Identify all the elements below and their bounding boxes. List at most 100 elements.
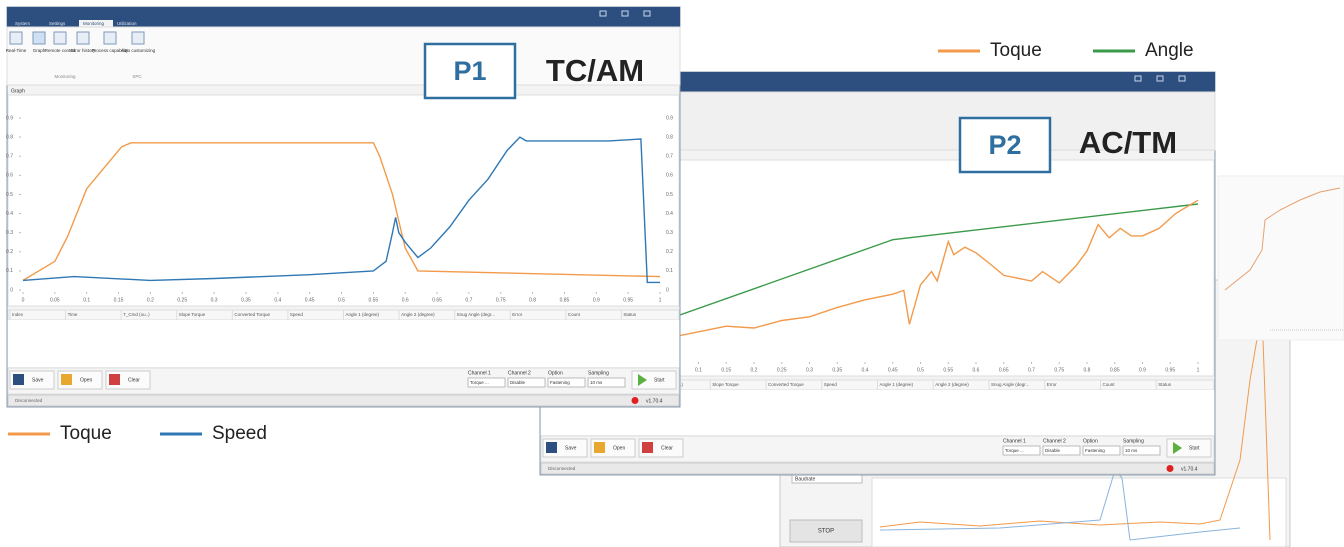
legend-label: Speed (212, 423, 267, 444)
x-tick-label: 0.85 (1110, 367, 1120, 373)
start-button[interactable] (631, 370, 677, 390)
combo-box[interactable] (1002, 445, 1041, 456)
start-label: Start (654, 377, 665, 383)
ribbon-label: Error history (71, 48, 96, 53)
ribbon-label: Auto customizing (121, 48, 156, 53)
side-line (1224, 187, 1341, 291)
start-label: Start (1189, 445, 1200, 451)
side-chart (1217, 175, 1344, 341)
x-tick-label: 0.65 (999, 367, 1009, 373)
y2-tick-label: 0.9 (666, 115, 673, 121)
y2-tick-label: 0.8 (666, 134, 673, 140)
line-series (642, 199, 1199, 339)
button-icon (594, 442, 605, 453)
ribbon-icon[interactable] (53, 31, 67, 45)
button-label: Save (565, 445, 577, 451)
title-bar (540, 72, 1215, 92)
label-code: P1 (453, 56, 486, 86)
column-header: Snug Angle (degr... (457, 312, 495, 317)
x-tick-label: 0.9 (593, 297, 600, 303)
plot-area (871, 477, 1287, 547)
window-max[interactable] (621, 10, 629, 17)
combo-value: Fastening (1085, 448, 1105, 453)
combo-box[interactable] (1122, 445, 1161, 456)
combo-value: Fastening (550, 380, 570, 385)
x-tick-label: 0.8 (1084, 367, 1091, 373)
combo-box[interactable] (547, 377, 586, 388)
combo-box[interactable] (1042, 445, 1081, 456)
window-max[interactable] (1156, 75, 1164, 82)
x-tick-label: 0.4 (862, 367, 869, 373)
tab-active (79, 20, 113, 27)
column-header: Angle 1 (degree) (346, 312, 380, 317)
button-label: Open (613, 445, 625, 451)
field-label: Channel 2 (508, 370, 531, 376)
combo-box[interactable] (1082, 445, 1121, 456)
column-header: Angle 2 (degree) (935, 382, 969, 387)
x-tick-label: 0.55 (943, 367, 953, 373)
window-min[interactable] (599, 10, 607, 17)
x-tick-label: 0.1 (695, 367, 702, 373)
label-mode: AC/TM (1079, 125, 1177, 160)
start-button[interactable] (1166, 438, 1212, 458)
x-tick-label: 0.5 (338, 297, 345, 303)
combo-value: Torque ... (470, 380, 489, 385)
combo-value: 10 ms (1125, 448, 1138, 453)
column-header: Count (568, 312, 581, 317)
y2-tick-label: 0.1 (666, 268, 673, 274)
x-tick-label: 0 (22, 297, 25, 303)
title-bar (7, 7, 680, 27)
start-icon (1173, 442, 1182, 454)
ribbon-icon[interactable] (32, 31, 46, 45)
y-tick-label: 0.2 (6, 249, 13, 255)
column-header: Status (623, 312, 637, 317)
x-tick-label: 0.25 (177, 297, 187, 303)
window-min[interactable] (1134, 75, 1142, 82)
menu-tab: System (15, 21, 30, 26)
y-tick-label: 0.5 (6, 192, 13, 198)
legend-label: Toque (990, 40, 1042, 61)
stop-button[interactable] (789, 519, 863, 543)
ribbon-label: Process capability (92, 48, 129, 53)
y-tick-label: 0.8 (6, 134, 13, 140)
panel (1217, 175, 1344, 341)
window-close[interactable] (1178, 75, 1186, 82)
label-box (423, 42, 517, 100)
x-tick-label: 0.3 (211, 297, 218, 303)
x-tick-label: 0.15 (721, 367, 731, 373)
column-header: Angle 1 (degree) (880, 382, 914, 387)
x-tick-label: 0.25 (777, 367, 787, 373)
combo-box[interactable] (507, 377, 546, 388)
column-header: Index (12, 312, 24, 317)
menu-tab: Settings (49, 21, 66, 26)
button-icon (109, 374, 120, 385)
column-header: Angle 2 (degree) (401, 312, 435, 317)
combo-box[interactable] (467, 377, 506, 388)
y2-tick-label: 0 (666, 287, 669, 293)
table-body (8, 320, 679, 367)
column-header: Converted Torque (234, 312, 270, 317)
ribbon-icon[interactable] (103, 31, 117, 45)
column-header: Snug Angle (degr... (991, 382, 1029, 387)
x-tick-label: 0.2 (147, 297, 154, 303)
label-code: P2 (988, 130, 1021, 160)
combo-value: Disable (1045, 448, 1061, 453)
status-text: Disconnected (548, 466, 576, 471)
x-tick-label: 1 (659, 297, 662, 303)
button-label: Clear (661, 445, 673, 451)
field-label: Baudrate (795, 476, 816, 482)
ribbon-icon[interactable] (131, 31, 145, 45)
button-label: Clear (128, 377, 140, 383)
ribbon-icon[interactable] (76, 31, 90, 45)
button-label: Save (32, 377, 44, 383)
ribbon-icon[interactable] (9, 31, 23, 45)
menu-tab: Monitoring (83, 21, 105, 26)
x-tick-label: 0.4 (274, 297, 281, 303)
x-tick-label: 0.75 (1054, 367, 1064, 373)
x-tick-label: 0.45 (888, 367, 898, 373)
back-line (879, 309, 1271, 541)
combo-box[interactable] (587, 377, 626, 388)
window-close[interactable] (643, 10, 651, 17)
y2-tick-label: 0.3 (666, 230, 673, 236)
